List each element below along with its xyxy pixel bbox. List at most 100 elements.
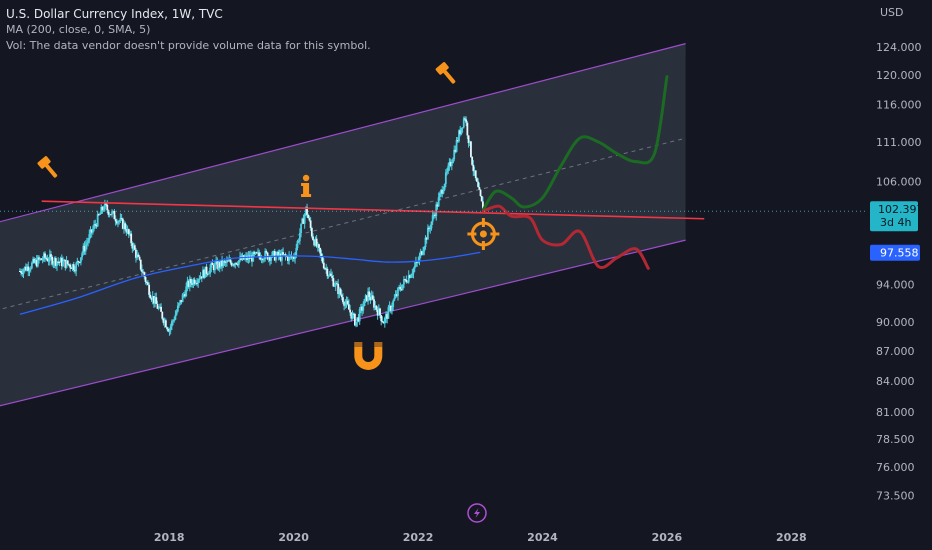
price-candle-body[interactable]: [64, 259, 67, 268]
price-candle-body[interactable]: [80, 257, 82, 263]
price-candle-body[interactable]: [154, 297, 157, 304]
price-candle-body[interactable]: [468, 141, 471, 144]
price-candle-body[interactable]: [32, 258, 34, 263]
price-candle-body[interactable]: [149, 294, 152, 299]
price-candle-body[interactable]: [389, 305, 392, 311]
price-candle-body[interactable]: [33, 258, 36, 263]
price-candle-body[interactable]: [348, 304, 350, 310]
price-candle-body[interactable]: [448, 161, 451, 166]
price-candle-body[interactable]: [216, 260, 219, 269]
price-candle-body[interactable]: [277, 251, 280, 257]
moving-average-line[interactable]: [19, 251, 481, 315]
price-candle-body[interactable]: [124, 223, 127, 230]
price-candle-body[interactable]: [209, 267, 212, 274]
price-candle-body[interactable]: [236, 264, 239, 266]
price-candle-body[interactable]: [230, 262, 233, 266]
price-candle-body[interactable]: [330, 273, 332, 276]
price-candle-body[interactable]: [60, 258, 63, 267]
price-candle-body[interactable]: [185, 286, 188, 297]
price-candle-body[interactable]: [158, 306, 161, 308]
price-candle-body[interactable]: [316, 244, 319, 247]
price-candle-body[interactable]: [374, 305, 377, 308]
price-candle-body[interactable]: [190, 278, 192, 284]
price-candle-body[interactable]: [144, 277, 147, 282]
price-candle-body[interactable]: [391, 307, 393, 311]
price-candle-body[interactable]: [57, 261, 60, 263]
price-candle-body[interactable]: [88, 234, 91, 241]
price-candle-body[interactable]: [157, 307, 160, 309]
price-candle-body[interactable]: [325, 268, 328, 270]
price-candle-body[interactable]: [415, 261, 417, 266]
price-candle-body[interactable]: [409, 275, 411, 278]
price-candle-body[interactable]: [284, 254, 287, 257]
magnet-icon[interactable]: [354, 342, 383, 370]
price-candle-body[interactable]: [72, 264, 75, 270]
price-candle-body[interactable]: [419, 251, 422, 256]
price-candle-body[interactable]: [291, 256, 294, 258]
price-candle-body[interactable]: [160, 306, 162, 312]
price-candle-body[interactable]: [343, 302, 346, 306]
price-candle-body[interactable]: [260, 258, 263, 260]
price-candle-body[interactable]: [40, 258, 43, 260]
price-candle-body[interactable]: [440, 189, 442, 194]
price-candle-body[interactable]: [172, 320, 174, 322]
price-candle-body[interactable]: [322, 262, 325, 269]
price-candle-body[interactable]: [443, 184, 446, 190]
price-candle-body[interactable]: [181, 294, 184, 303]
price-candle-body[interactable]: [87, 240, 90, 243]
price-candle-body[interactable]: [381, 321, 384, 323]
price-candle-body[interactable]: [308, 218, 311, 221]
price-candle-body[interactable]: [430, 221, 433, 229]
price-candle-body[interactable]: [251, 255, 253, 262]
price-candle-body[interactable]: [422, 251, 424, 255]
price-candle-body[interactable]: [170, 321, 173, 327]
price-candle-body[interactable]: [397, 287, 399, 296]
price-candle-body[interactable]: [97, 214, 100, 216]
price-candle-body[interactable]: [148, 284, 151, 295]
price-candle-body[interactable]: [58, 261, 61, 263]
price-candle-body[interactable]: [176, 305, 179, 312]
price-candle-body[interactable]: [208, 273, 210, 275]
price-candle-body[interactable]: [120, 218, 123, 220]
price-candle-body[interactable]: [239, 256, 241, 261]
price-candle-body[interactable]: [22, 269, 25, 275]
price-candle-body[interactable]: [297, 240, 300, 242]
price-candle-body[interactable]: [164, 320, 167, 328]
price-candle-body[interactable]: [115, 221, 118, 224]
price-candle-body[interactable]: [340, 294, 343, 298]
price-candle-body[interactable]: [357, 317, 360, 322]
price-candle-body[interactable]: [453, 149, 456, 160]
price-candle-body[interactable]: [162, 318, 165, 323]
price-candle-body[interactable]: [179, 300, 182, 304]
bullish-projection-path[interactable]: [481, 75, 669, 212]
price-candle-body[interactable]: [350, 312, 353, 319]
price-candle-body[interactable]: [438, 193, 441, 198]
price-candle-body[interactable]: [467, 135, 470, 144]
price-candle-body[interactable]: [224, 261, 227, 263]
price-candle-body[interactable]: [112, 211, 115, 213]
price-candle-body[interactable]: [192, 279, 195, 285]
price-candle-body[interactable]: [78, 262, 81, 264]
price-candle-body[interactable]: [221, 259, 223, 267]
price-candle-body[interactable]: [107, 210, 110, 215]
price-candle-body[interactable]: [407, 275, 410, 283]
price-candle-body[interactable]: [142, 271, 145, 273]
price-candle-body[interactable]: [227, 260, 229, 262]
price-candle-body[interactable]: [206, 273, 209, 275]
price-candle-body[interactable]: [24, 266, 27, 271]
price-candle-body[interactable]: [65, 260, 68, 268]
price-candle-body[interactable]: [296, 241, 299, 249]
price-candle-body[interactable]: [278, 253, 281, 257]
price-candle-body[interactable]: [361, 306, 363, 311]
price-candle-body[interactable]: [125, 229, 128, 233]
price-candle-body[interactable]: [225, 260, 228, 263]
price-candle-body[interactable]: [331, 275, 334, 279]
price-candle-body[interactable]: [118, 221, 121, 223]
price-candle-body[interactable]: [234, 262, 237, 265]
price-candle-body[interactable]: [261, 258, 264, 261]
price-candle-body[interactable]: [432, 214, 435, 216]
price-candle-body[interactable]: [114, 219, 117, 222]
price-candle-body[interactable]: [411, 273, 414, 276]
price-candle-body[interactable]: [46, 258, 49, 262]
price-candle-body[interactable]: [307, 214, 310, 219]
